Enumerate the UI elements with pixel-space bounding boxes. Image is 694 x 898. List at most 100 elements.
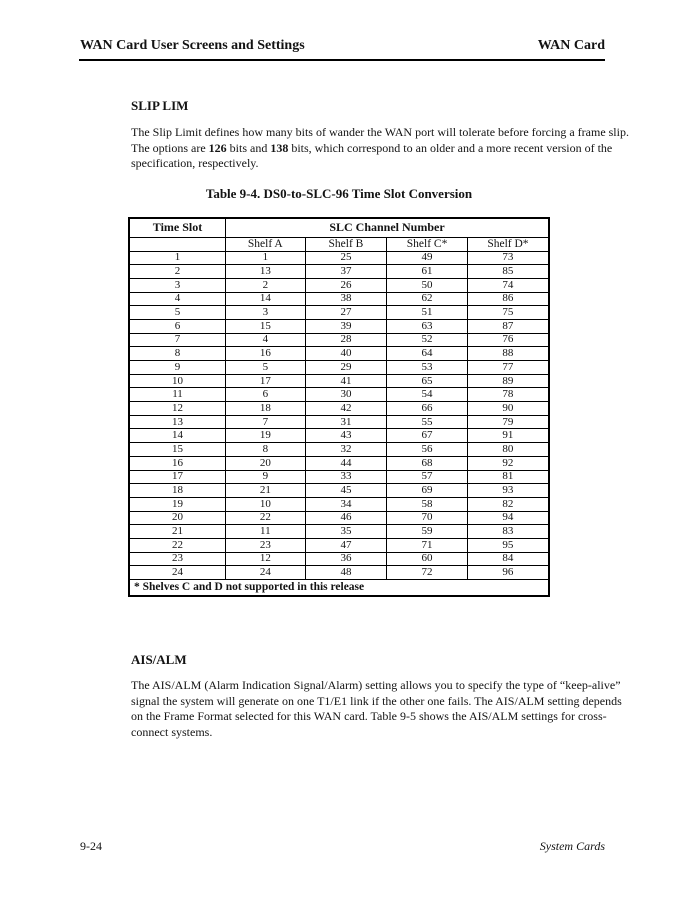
table-row: 4 14 38 62 86 [128, 291, 550, 307]
table-cell: 9 [225, 469, 306, 485]
table-row: 20 22 46 70 94 [128, 510, 550, 526]
table-cell: 39 [304, 318, 388, 334]
timeslot-conversion-table: Time Slot SLC Channel Number Shelf A She… [128, 217, 550, 597]
table-row: 22 23 47 71 95 [128, 537, 550, 553]
paragraph-text: The Slip Limit defines how many bits of … [131, 125, 629, 155]
table-cell: 10 [225, 496, 306, 512]
table-cell: 4 [225, 332, 306, 348]
table-cell: 11 [128, 387, 227, 403]
table-cell: 12 [128, 401, 227, 416]
table-cell: 21 [128, 524, 227, 539]
table-cell: 66 [386, 401, 468, 416]
table-cell: 18 [225, 401, 306, 416]
table-cell: 53 [386, 360, 468, 375]
table-cell: 58 [386, 496, 468, 512]
table-cell: 17 [225, 373, 306, 389]
table-row: 16 20 44 68 92 [128, 455, 550, 471]
table-row: 17 9 33 57 81 [128, 469, 550, 485]
table-cell: 60 [386, 551, 468, 567]
table-foot: * Shelves C and D not supported in this … [128, 579, 550, 596]
table-cell: 74 [466, 277, 550, 293]
table-cell: 91 [466, 428, 550, 444]
table-cell: 38 [304, 291, 388, 307]
column-header-time-slot: Time Slot [128, 217, 227, 238]
footnote-row: * Shelves C and D not supported in this … [128, 579, 550, 596]
table-cell: 22 [128, 537, 227, 553]
header-rule [79, 59, 605, 61]
table-cell: 73 [466, 250, 550, 266]
table-cell: 72 [386, 565, 468, 580]
table-cell: 36 [304, 551, 388, 567]
table-cell: 94 [466, 510, 550, 526]
column-header-shelf-c: Shelf C* [386, 236, 468, 252]
table-cell: 18 [128, 483, 227, 498]
column-header-shelf-b: Shelf B [304, 236, 388, 252]
table-row: 24 24 48 72 96 [128, 565, 550, 580]
table-cell: 6 [128, 318, 227, 334]
table-cell: 51 [386, 305, 468, 320]
bold-value-138: 138 [270, 140, 289, 155]
table-cell: 86 [466, 291, 550, 307]
table-row: 6 15 39 63 87 [128, 318, 550, 334]
table-cell: 1 [128, 250, 227, 266]
table-cell: 4 [128, 291, 227, 307]
table-cell: 64 [386, 346, 468, 361]
table-cell: 28 [304, 332, 388, 348]
column-header-shelf-d: Shelf D* [466, 236, 550, 252]
table-cell: 24 [225, 565, 306, 580]
table-cell: 69 [386, 483, 468, 498]
table-cell: 59 [386, 524, 468, 539]
table-cell: 89 [466, 373, 550, 389]
bold-value-126: 126 [208, 140, 227, 155]
running-header: WAN Card User Screens and Settings WAN C… [80, 38, 605, 54]
table-cell: 7 [128, 332, 227, 348]
table-cell: 92 [466, 455, 550, 471]
empty-corner-cell [128, 236, 227, 252]
table-cell: 70 [386, 510, 468, 526]
table-cell: 5 [128, 305, 227, 320]
table-cell: 7 [225, 414, 306, 430]
table-cell: 3 [225, 305, 306, 320]
table-cell: 5 [225, 360, 306, 375]
table-cell: 34 [304, 496, 388, 512]
conversion-table-body: 1 1 25 49 73 2 13 37 61 85 3 2 26 50 74 4 14 38 62 86 5 3 27 51… [128, 250, 550, 580]
table-cell: 19 [225, 428, 306, 444]
table-head: Time Slot SLC Channel Number Shelf A She… [128, 217, 550, 252]
table-cell: 41 [304, 373, 388, 389]
table-cell: 79 [466, 414, 550, 430]
table-title: Table 9-4. DS0-to-SLC-96 Time Slot Conve… [205, 186, 473, 201]
table-cell: 80 [466, 442, 550, 457]
table-row: 1 1 25 49 73 [128, 250, 550, 266]
table-cell: 85 [466, 264, 550, 279]
table-cell: 32 [304, 442, 388, 457]
table-footnote: * Shelves C and D not supported in this … [128, 579, 550, 596]
table-cell: 15 [225, 318, 306, 334]
table-row: 10 17 41 65 89 [128, 373, 550, 389]
table-cell: 22 [225, 510, 306, 526]
header-right-title: WAN Card [537, 38, 605, 53]
table-cell: 40 [304, 346, 388, 361]
table-cell: 1 [225, 250, 306, 266]
table-cell: 31 [304, 414, 388, 430]
table-cell: 48 [304, 565, 388, 580]
table-cell: 68 [386, 455, 468, 471]
table-row: 5 3 27 51 75 [128, 305, 550, 320]
table-cell: 9 [128, 360, 227, 375]
table-row: 8 16 40 64 88 [128, 346, 550, 361]
table-cell: 56 [386, 442, 468, 457]
table-cell: 14 [225, 291, 306, 307]
table-row: 9 5 29 53 77 [128, 360, 550, 375]
table-cell: 21 [225, 483, 306, 498]
table-cell: 81 [466, 469, 550, 485]
table-row: 14 19 43 67 91 [128, 428, 550, 444]
table-cell: 45 [304, 483, 388, 498]
paragraph-text: bits and [226, 140, 271, 155]
table-cell: 65 [386, 373, 468, 389]
table-header-row: Time Slot SLC Channel Number [128, 217, 550, 238]
table-cell: 90 [466, 401, 550, 416]
table-cell: 35 [304, 524, 388, 539]
table-row: 11 6 30 54 78 [128, 387, 550, 403]
table-cell: 42 [304, 401, 388, 416]
table-cell: 63 [386, 318, 468, 334]
